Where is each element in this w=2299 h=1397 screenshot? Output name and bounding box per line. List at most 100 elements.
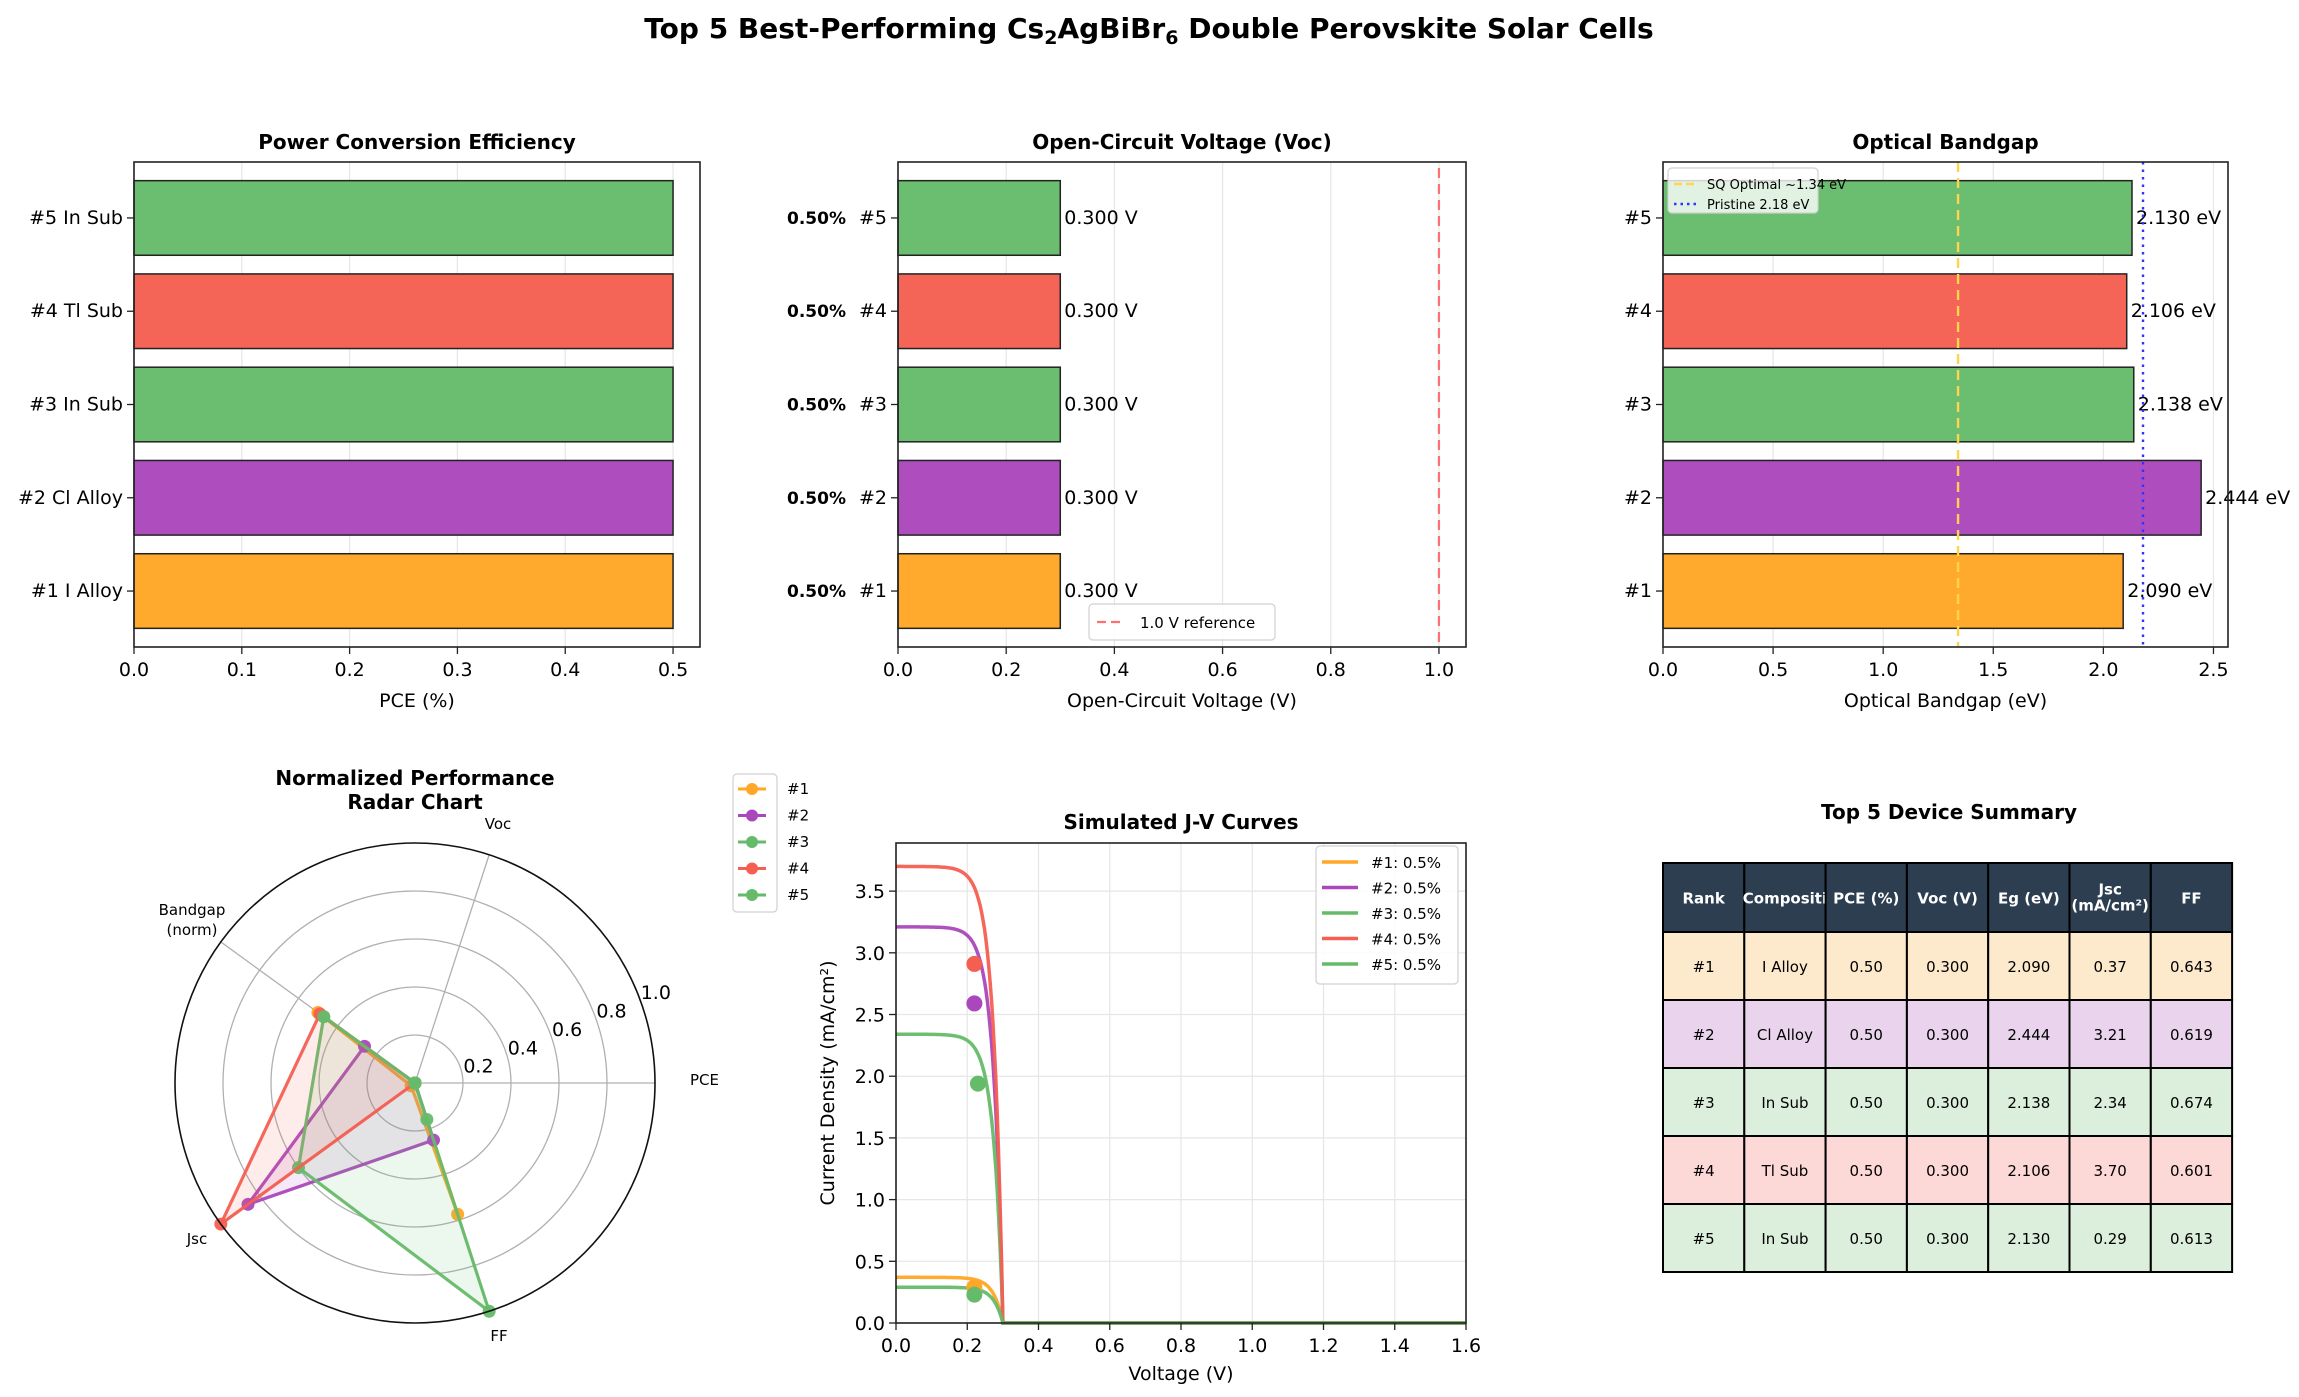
radar-point	[408, 1076, 422, 1090]
xtick-label: 0.4	[1099, 659, 1129, 681]
legend-label: #3	[787, 833, 809, 851]
ytick-label: 0.5	[855, 1251, 885, 1273]
table-cell-value: Cl Alloy	[1757, 1026, 1813, 1044]
ytick-label: #3 In Sub	[29, 394, 123, 416]
ytick-label: #3	[1624, 394, 1652, 416]
legend-label: #2: 0.5%	[1371, 880, 1441, 898]
pce-side-label: 0.50%	[787, 302, 846, 322]
pce-side-label: 0.50%	[787, 582, 846, 602]
table-cell-value: 0.37	[2093, 958, 2126, 976]
radar-outer-ring	[174, 842, 656, 1324]
table-cell-value: 0.300	[1926, 1026, 1969, 1044]
xtick-label: 0.4	[1023, 1335, 1053, 1357]
radar-fill-rank4	[220, 1013, 415, 1225]
legend-swatch-marker	[746, 889, 758, 901]
table-cell	[2149, 999, 2234, 1069]
pce-side-label: 0.50%	[787, 209, 846, 229]
radar-legend: #1 #2 #3 #4 #5	[732, 773, 809, 913]
xtick-label: 0.0	[119, 659, 149, 681]
table-cell-value: In Sub	[1761, 1230, 1808, 1248]
xtick-label: 0.8	[1316, 659, 1346, 681]
value-label: 0.300 V	[1064, 580, 1137, 602]
ytick-label: #1	[859, 580, 887, 602]
table-cell-value: 3.21	[2093, 1026, 2126, 1044]
panel-title: Optical Bandgap	[1852, 130, 2038, 154]
radial-tick-label: 0.4	[508, 1037, 538, 1059]
xtick-label: 0.2	[991, 659, 1021, 681]
table-cell-value: 2.130	[2007, 1230, 2050, 1248]
table-cell	[1743, 1067, 1827, 1137]
ytick-label: 3.5	[855, 881, 885, 903]
legend-label: #1: 0.5%	[1371, 854, 1441, 872]
table-cell-value: 0.674	[2170, 1094, 2213, 1112]
table-header-label: FF	[2181, 890, 2202, 908]
voc-chart: #1 0.300 V 0.50% #2 0.300 V 0.50% #3 0.300 V 0.5…	[787, 130, 1467, 712]
table-cell-value: #1	[1693, 958, 1715, 976]
voc-legend: 1.0 V reference	[1088, 603, 1276, 641]
panel-title: Open-Circuit Voltage (Voc)	[1032, 130, 1331, 154]
table-cell-value: 0.50	[1850, 958, 1883, 976]
table-cell	[1824, 931, 1908, 1001]
bar-4	[897, 273, 1062, 350]
mpp-point-rank2	[966, 995, 983, 1012]
table-header-cell	[1743, 862, 1827, 933]
radar-fill-rank3	[298, 1016, 490, 1312]
xtick-label: 2.5	[2198, 659, 2228, 681]
x-axis-label: PCE (%)	[379, 690, 455, 712]
table-cell-value: 0.29	[2093, 1230, 2126, 1248]
value-label: 0.300 V	[1064, 300, 1137, 322]
bar-3	[897, 366, 1062, 443]
table-cell-value: #5	[1693, 1230, 1715, 1248]
table-cell	[1662, 1135, 1746, 1205]
bar-3	[1662, 366, 2135, 443]
table-header-label: Jsc	[2097, 881, 2121, 899]
table-cell	[1743, 1203, 1827, 1273]
table-cell-value: 2.090	[2007, 958, 2050, 976]
mpp-point-rank4	[966, 955, 983, 972]
legend-box	[1088, 603, 1276, 641]
xtick-label: 0.2	[335, 659, 365, 681]
table-cell-value: Tl Sub	[1761, 1162, 1809, 1180]
radar-axis-label: Jsc	[186, 1230, 208, 1248]
legend-label: #4	[787, 860, 809, 878]
xtick-label: 0.0	[883, 659, 913, 681]
ytick-label: #1 I Alloy	[31, 580, 123, 602]
jv-chart: 0.0 0.2 0.4 0.6 0.8 1.0 1.2 1.4 1.6 0.0 0.5 1.0 1.5 2…	[817, 810, 1481, 1385]
xtick-label: 0.4	[550, 659, 580, 681]
bar-2	[1662, 459, 2202, 536]
x-axis-label: Voltage (V)	[1128, 1363, 1233, 1385]
value-label: 2.106 eV	[2131, 300, 2216, 322]
table-cell	[2149, 1135, 2234, 1205]
legend-label: #4: 0.5%	[1371, 931, 1441, 949]
table-cell-value: 0.601	[2170, 1162, 2213, 1180]
panel-title: Simulated J-V Curves	[1063, 810, 1298, 834]
legend-reference-label: 1.0 V reference	[1140, 614, 1255, 632]
table-cell-value: 2.106	[2007, 1162, 2050, 1180]
ytick-label: #2 Cl Alloy	[18, 487, 123, 509]
table-cell-value: 0.50	[1850, 1162, 1883, 1180]
value-label: 2.138 eV	[2138, 394, 2223, 416]
legend-label: #3: 0.5%	[1371, 905, 1441, 923]
bar-2	[897, 459, 1062, 536]
radar-axis-label: Bandgap	[159, 901, 226, 919]
table-cell	[1824, 1067, 1908, 1137]
legend-swatch-marker	[746, 836, 758, 848]
xtick-label: 0.2	[952, 1335, 982, 1357]
xtick-label: 2.0	[2088, 659, 2118, 681]
table-cell-value: #3	[1693, 1094, 1715, 1112]
y-axis-label: Current Density (mA/cm²)	[817, 961, 839, 1206]
table-header-cell	[2149, 862, 2234, 933]
table-cell-value: 0.300	[1926, 1230, 1969, 1248]
table-cell-value: 2.138	[2007, 1094, 2050, 1112]
summary-table: Top 5 Device Summary Rank Compositi PCE (%)…	[1662, 800, 2234, 1273]
legend-swatch-marker	[746, 862, 758, 875]
ytick-label: #5	[1624, 207, 1652, 229]
xtick-label: 0.8	[1166, 1335, 1196, 1357]
angular-gridline	[414, 854, 490, 1084]
ytick-label: #1	[1624, 580, 1652, 602]
table-cell	[1824, 1135, 1908, 1205]
table-header-cell	[2068, 862, 2152, 933]
radar-title-line1: Normalized Performance	[275, 766, 554, 790]
xtick-label: 0.1	[227, 659, 257, 681]
